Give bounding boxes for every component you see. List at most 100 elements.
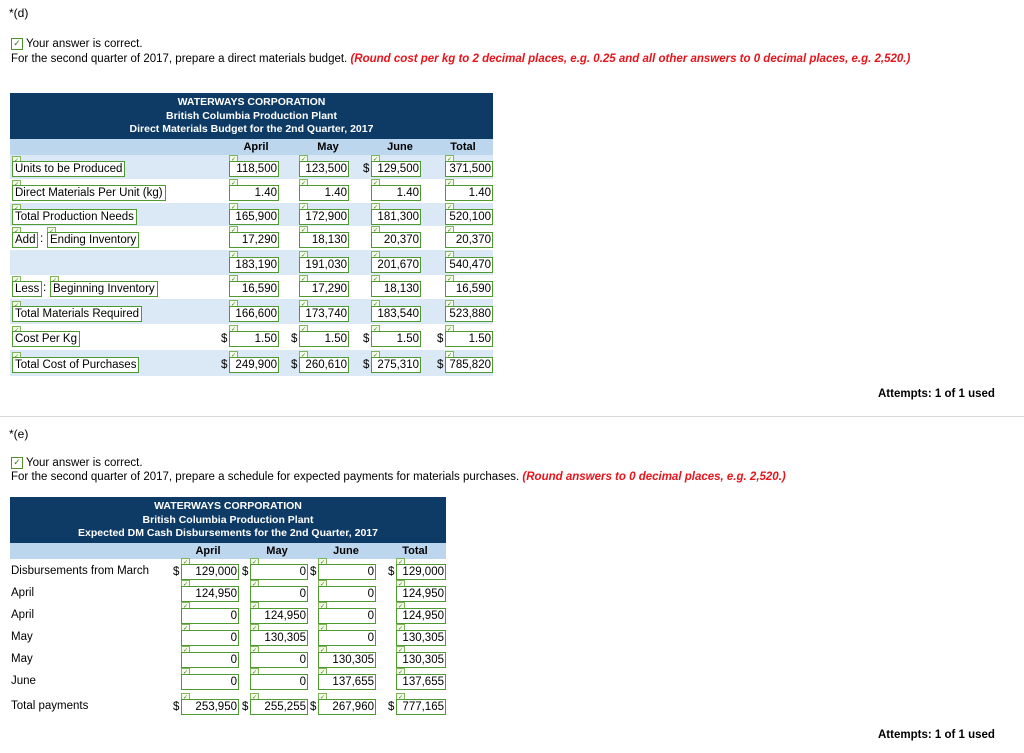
row-label-prefix-select[interactable]: Add (12, 232, 39, 248)
dollar-sign: $ (388, 566, 395, 578)
amount-input[interactable]: 181,300 (371, 209, 421, 225)
row-label-select[interactable]: Cost Per Kg (12, 331, 80, 347)
amount-input[interactable]: 255,255 (250, 699, 308, 715)
row-label-select[interactable]: Direct Materials Per Unit (kg) (12, 185, 166, 201)
amount-input[interactable]: 17,290 (299, 281, 349, 297)
amount-input[interactable]: 183,190 (229, 257, 279, 273)
amount-input[interactable]: 0 (250, 586, 308, 602)
amount-input[interactable]: 1.40 (299, 185, 349, 201)
amount-input[interactable]: 18,130 (371, 281, 421, 297)
amount-input[interactable]: 0 (181, 630, 239, 646)
part-e-attempts: Attempts: 1 of 1 used (878, 729, 995, 741)
amount-input[interactable]: 0 (181, 608, 239, 624)
amount-input[interactable]: 260,610 (299, 357, 349, 373)
dollar-sign: $ (363, 359, 370, 371)
amount-input[interactable]: 1.50 (445, 331, 493, 347)
amount-input[interactable]: 124,950 (396, 608, 446, 624)
amount-input[interactable]: 520,100 (445, 209, 493, 225)
check-icon: ✓ (11, 38, 23, 50)
amount-input[interactable]: 523,880 (445, 306, 493, 322)
amount-input[interactable]: 165,900 (229, 209, 279, 225)
amount-input[interactable]: 0 (250, 564, 308, 580)
amount-input[interactable]: 129,000 (181, 564, 239, 580)
dollar-sign: $ (363, 333, 370, 345)
dollar-sign: $ (291, 359, 298, 371)
part-d-correct-notice: ✓ Your answer is correct. (11, 38, 143, 50)
amount-input[interactable]: 1.40 (371, 185, 421, 201)
amount-input[interactable]: 0 (181, 652, 239, 668)
amount-input[interactable]: 1.50 (371, 331, 421, 347)
amount-input[interactable]: 16,590 (445, 281, 493, 297)
row-label-select[interactable]: Total Cost of Purchases (12, 357, 140, 373)
amount-input[interactable]: 1.50 (299, 331, 349, 347)
row-label: May (11, 631, 33, 643)
col-may: May (317, 141, 339, 153)
amount-input[interactable]: 20,370 (371, 232, 421, 248)
amount-input[interactable]: 1.40 (229, 185, 279, 201)
amount-input[interactable]: 0 (250, 674, 308, 690)
row-label: May (11, 653, 33, 665)
table-row: Disbursements from March ✓ $129,000 ✓ $0 ✓ $0 ✓… (10, 558, 446, 581)
col-may: May (266, 545, 288, 557)
amount-input[interactable]: 137,655 (318, 674, 376, 690)
amount-input[interactable]: 183,540 (371, 306, 421, 322)
dollar-sign: $ (363, 163, 370, 175)
table-row: ✓Add:✓Ending Inventory✓17,290✓18,130✓20,… (10, 226, 493, 250)
amount-input[interactable]: 118,500 (229, 161, 279, 177)
row-label-prefix-select[interactable]: Less (12, 281, 43, 297)
amount-input[interactable]: 0 (318, 586, 376, 602)
amount-input[interactable]: 129,000 (396, 564, 446, 580)
amount-input[interactable]: 201,670 (371, 257, 421, 273)
amount-input[interactable]: 0 (318, 630, 376, 646)
row-label-select[interactable]: Total Materials Required (12, 306, 143, 322)
amount-input[interactable]: 371,500 (445, 161, 493, 177)
amount-input[interactable]: 130,305 (318, 652, 376, 668)
amount-input[interactable]: 130,305 (396, 652, 446, 668)
direct-materials-budget-table: WATERWAYS CORPORATION British Columbia P… (10, 93, 493, 376)
part-d-label: *(d) (9, 6, 29, 20)
amount-input[interactable]: 173,740 (299, 306, 349, 322)
amount-input[interactable]: 1.40 (445, 185, 493, 201)
amount-input[interactable]: 129,500 (371, 161, 421, 177)
company-title: WATERWAYS CORPORATION (154, 500, 302, 512)
col-total: Total (450, 141, 476, 153)
row-label-select[interactable]: Beginning Inventory (50, 281, 158, 297)
row-label-select[interactable]: Units to be Produced (12, 161, 126, 177)
amount-input[interactable]: 1.50 (229, 331, 279, 347)
amount-input[interactable]: 130,305 (396, 630, 446, 646)
row-label-select[interactable]: Total Production Needs (12, 209, 137, 225)
amount-input[interactable]: 540,470 (445, 257, 493, 273)
amount-input[interactable]: 124,950 (181, 586, 239, 602)
amount-input[interactable]: 123,500 (299, 161, 349, 177)
amount-input[interactable]: 777,165 (396, 699, 446, 715)
budget-table-header: WATERWAYS CORPORATION British Columbia P… (10, 93, 493, 139)
amount-input[interactable]: 124,950 (250, 608, 308, 624)
amount-input[interactable]: 166,600 (229, 306, 279, 322)
table-row: ✓Total Cost of Purchases✓$249,900✓$260,6… (10, 350, 493, 376)
col-april: April (243, 141, 269, 153)
amount-input[interactable]: 253,950 (181, 699, 239, 715)
amount-input[interactable]: 785,820 (445, 357, 493, 373)
amount-input[interactable]: 172,900 (299, 209, 349, 225)
row-label: April (11, 587, 35, 599)
schedule-title: Expected DM Cash Disbursements for the 2… (78, 527, 378, 539)
dollar-sign: $ (173, 701, 180, 713)
amount-input[interactable]: 275,310 (371, 357, 421, 373)
amount-input[interactable]: 18,130 (299, 232, 349, 248)
amount-input[interactable]: 0 (318, 608, 376, 624)
amount-input[interactable]: 191,030 (299, 257, 349, 273)
amount-input[interactable]: 20,370 (445, 232, 493, 248)
amount-input[interactable]: 0 (318, 564, 376, 580)
amount-input[interactable]: 124,950 (396, 586, 446, 602)
table-row: May ✓ 0 ✓ 0 ✓ 130,305 ✓ 130,305 (10, 646, 446, 669)
amount-input[interactable]: 0 (250, 652, 308, 668)
amount-input[interactable]: 0 (181, 674, 239, 690)
amount-input[interactable]: 16,590 (229, 281, 279, 297)
amount-input[interactable]: 17,290 (229, 232, 279, 248)
amount-input[interactable]: 267,960 (318, 699, 376, 715)
amount-input[interactable]: 249,900 (229, 357, 279, 373)
row-label-select[interactable]: Ending Inventory (47, 232, 140, 248)
amount-input[interactable]: 137,655 (396, 674, 446, 690)
part-e-correct-notice: ✓ Your answer is correct. (11, 457, 143, 469)
amount-input[interactable]: 130,305 (250, 630, 308, 646)
